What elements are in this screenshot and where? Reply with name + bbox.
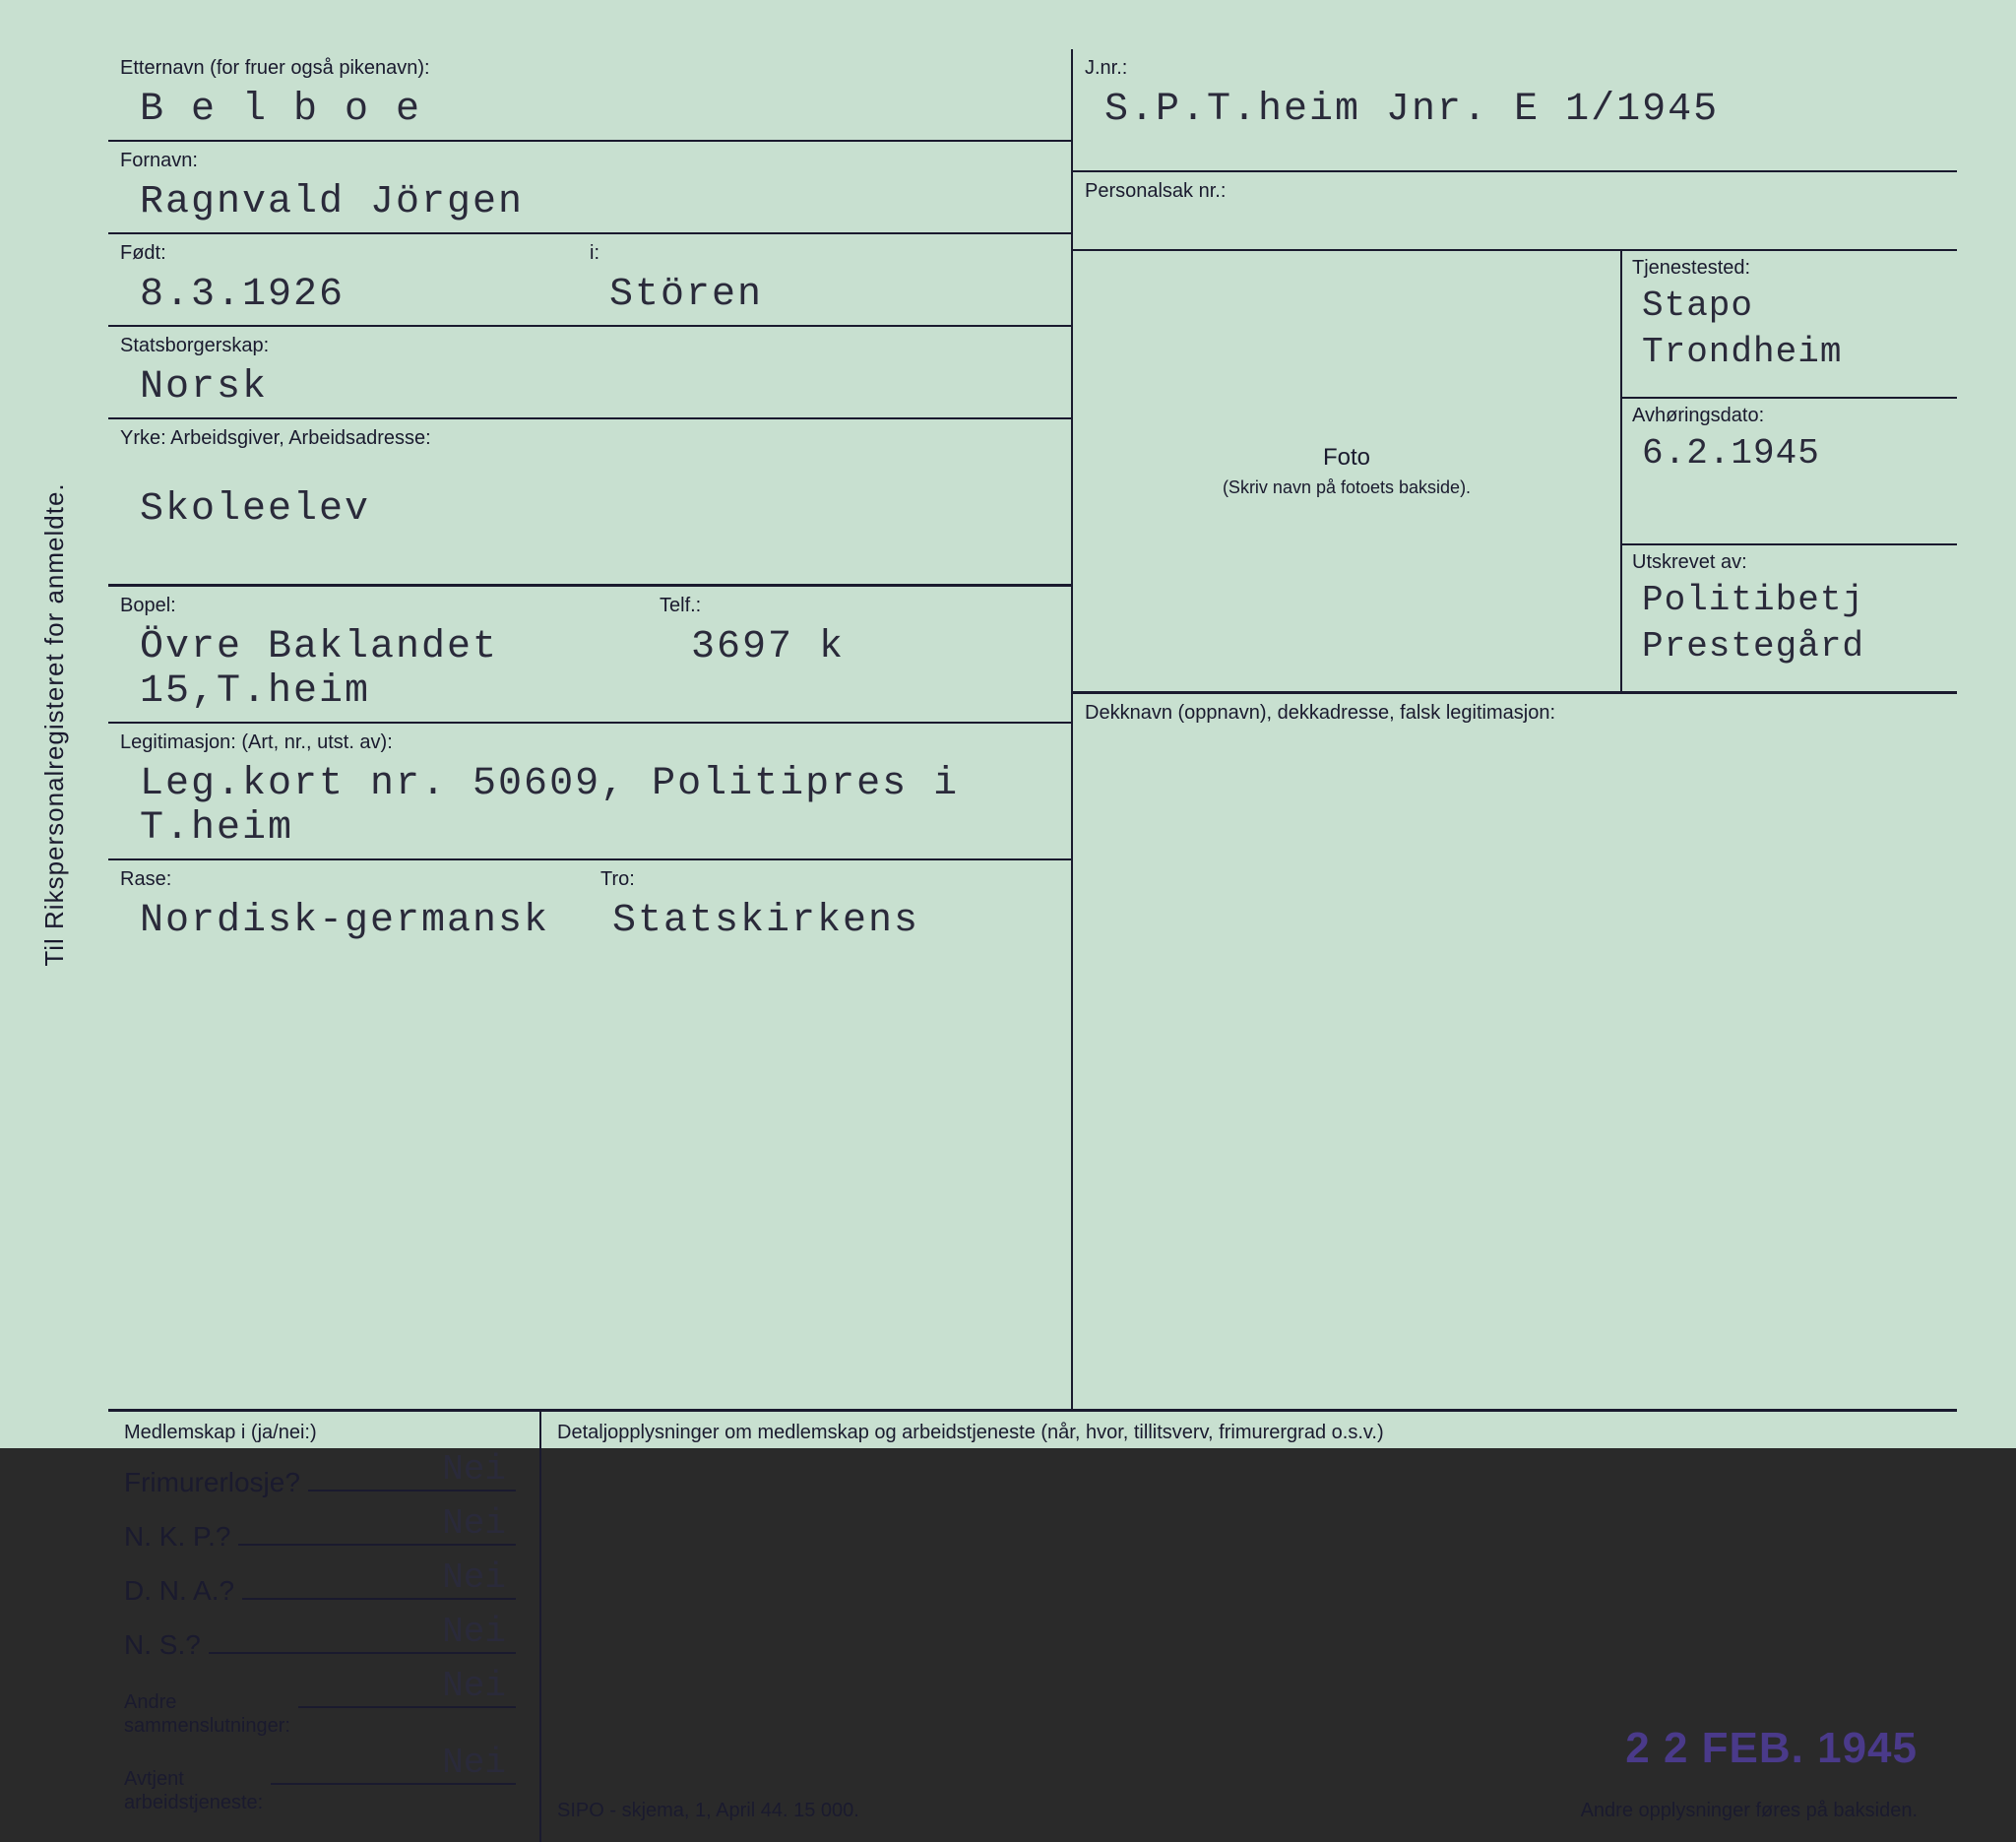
membership-answer: Nei [442,1557,506,1598]
membership-answer: Nei [442,1503,506,1544]
footer-left: SIPO - skjema, 1, April 44. 15 000. [557,1800,859,1822]
membership-label: D. N. A.? [124,1575,234,1607]
andre-row: Andre sammenslutninger: Nei [124,1679,524,1738]
sted-value: Stören [590,265,1059,321]
membership-column: Medlemskap i (ja/nei:) Frimurerlosje?Nei… [108,1412,541,1842]
avhor-label: Avhøringsdato: [1632,405,1947,427]
utskrevet-value1: Politibetj [1632,574,1947,620]
fornavn-label: Fornavn: [120,150,1059,172]
stats-cell: Statsborgerskap: Norsk [108,327,1071,419]
jnr-cell: J.nr.: S.P.T.heim Jnr. E 1/1945 [1073,49,1957,172]
telf-value: 3697 k [671,617,845,718]
fodt-label: Født: [120,242,590,265]
avtjent-answer: Nei [442,1743,506,1783]
dekk-label: Dekknavn (oppnavn), dekkadresse, falsk l… [1085,702,1945,725]
tjeneste-value1: Stapo [1632,280,1947,326]
avhor-cell: Avhøringsdato: 6.2.1945 [1622,399,1957,546]
rase-value: Nordisk-germansk [120,891,593,947]
i-label: i: [590,242,1059,265]
foto-box: Foto (Skriv navn på fotoets bakside). [1073,251,1622,691]
avhor-value: 6.2.1945 [1632,427,1947,474]
rase-tro-cell: Rase: Tro: Nordisk-germansk Statskirkens [108,860,1071,951]
footer-right: Andre opplysninger føres på baksiden. [1581,1800,1918,1822]
membership-row: Frimurerlosje?Nei [124,1462,524,1498]
membership-label: Frimurerlosje? [124,1467,300,1498]
stats-value: Norsk [120,357,1059,413]
detail-column: Detaljopplysninger om medlemskap og arbe… [541,1412,1957,1842]
foto-label: Foto [1323,444,1370,472]
left-column: Etternavn (for fruer også pikenavn): B e… [108,49,1073,1409]
etternavn-cell: Etternavn (for fruer også pikenavn): B e… [108,49,1071,142]
jnr-label: J.nr.: [1085,57,1945,80]
membership-row: N. S.?Nei [124,1624,524,1661]
membership-header: Medlemskap i (ja/nei:) [124,1422,524,1444]
personal-label: Personalsak nr.: [1085,180,1945,203]
avtjent-label: Avtjent arbeidstjeneste: [124,1767,263,1814]
yrke-value: Skoleelev [120,479,1059,536]
tro-label: Tro: [600,868,635,891]
vertical-title: Til Rikspersonalregisteret for anmeldte. [39,482,70,966]
membership-answer: Nei [442,1612,506,1652]
foto-sub: (Skriv navn på fotoets bakside). [1223,477,1471,498]
avtjent-row: Avtjent arbeidstjeneste: Nei [124,1755,524,1814]
bopel-label: Bopel: [120,595,176,616]
dekk-cell: Dekknavn (oppnavn), dekkadresse, falsk l… [1073,694,1957,1409]
tjeneste-value2: Trondheim [1632,326,1947,372]
etternavn-value: B e l b o e [120,80,1059,136]
utskrevet-label: Utskrevet av: [1632,551,1947,574]
right-column: J.nr.: S.P.T.heim Jnr. E 1/1945 Personal… [1073,49,1957,1409]
fodt-value: 8.3.1926 [120,265,590,321]
andre-answer: Nei [442,1666,506,1706]
personal-cell: Personalsak nr.: [1073,172,1957,251]
membership-row: N. K. P.?Nei [124,1516,524,1553]
telf-label: Telf.: [660,595,701,617]
fornavn-value: Ragnvald Jörgen [120,172,1059,228]
bopel-cell: Bopel: Telf.: Övre Baklandet 15,T.heim 3… [108,587,1071,724]
fornavn-cell: Fornavn: Ragnvald Jörgen [108,142,1071,234]
etternavn-label: Etternavn (for fruer også pikenavn): [120,57,1059,80]
membership-row: D. N. A.?Nei [124,1570,524,1607]
tro-value: Statskirkens [593,891,919,947]
date-stamp: 2 2 FEB. 1945 [1625,1724,1918,1773]
detail-header: Detaljopplysninger om medlemskap og arbe… [557,1422,1941,1444]
fodt-cell: Født: 8.3.1926 i: Stören [108,234,1071,327]
utskrevet-cell: Utskrevet av: Politibetj Prestegård [1622,545,1957,691]
membership-answer: Nei [442,1449,506,1490]
foto-services-row: Foto (Skriv navn på fotoets bakside). Tj… [1073,251,1957,694]
service-stack: Tjenestested: Stapo Trondheim Avhøringsd… [1622,251,1957,691]
membership-label: N. S.? [124,1629,201,1661]
registration-card: Til Rikspersonalregisteret for anmeldte.… [0,0,2016,1448]
stats-label: Statsborgerskap: [120,335,1059,357]
rase-label: Rase: [120,868,171,890]
legit-value: Leg.kort nr. 50609, Politipres i T.heim [120,754,1059,855]
tjeneste-cell: Tjenestested: Stapo Trondheim [1622,251,1957,399]
membership-label: N. K. P.? [124,1521,230,1553]
yrke-label: Yrke: Arbeidsgiver, Arbeidsadresse: [120,427,1059,450]
yrke-cell: Yrke: Arbeidsgiver, Arbeidsadresse: Skol… [108,419,1071,587]
legit-label: Legitimasjon: (Art, nr., utst. av): [120,731,1059,754]
utskrevet-value2: Prestegård [1632,620,1947,667]
legit-cell: Legitimasjon: (Art, nr., utst. av): Leg.… [108,724,1071,860]
andre-label: Andre sammenslutninger: [124,1690,290,1738]
tjeneste-label: Tjenestested: [1632,257,1947,280]
bopel-value: Övre Baklandet 15,T.heim [120,617,671,718]
jnr-value: S.P.T.heim Jnr. E 1/1945 [1085,80,1945,136]
